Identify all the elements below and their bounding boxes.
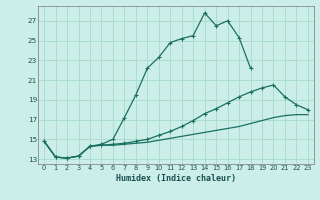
X-axis label: Humidex (Indice chaleur): Humidex (Indice chaleur) xyxy=(116,174,236,183)
